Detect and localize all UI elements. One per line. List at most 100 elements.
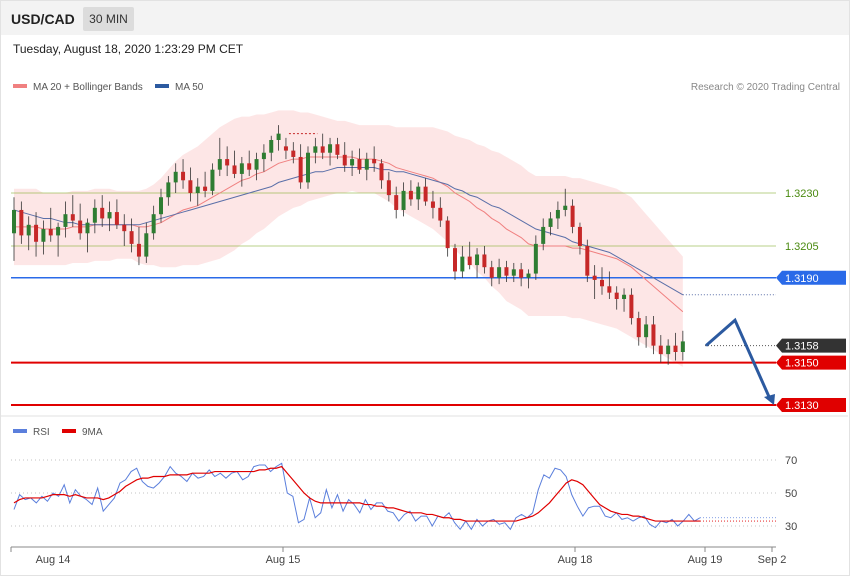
candle-bearish	[136, 243, 141, 257]
candle-bearish	[585, 246, 590, 276]
candle-bearish	[570, 205, 575, 227]
candle-bearish	[673, 345, 678, 352]
candle-bearish	[577, 226, 582, 246]
candle-bearish	[489, 267, 494, 278]
candle-bullish	[541, 226, 546, 244]
candle-bullish	[217, 159, 222, 170]
support-tag	[776, 355, 846, 370]
price-labels-layer: 1.3230 1.3205 1.3190 1.3158 1.3150 1.3130	[776, 188, 846, 412]
chart-header: USD/CAD 30 MIN	[1, 1, 849, 35]
research-credit: Research © 2020 Trading Central	[691, 82, 840, 93]
candle-bearish	[600, 279, 604, 287]
timeframe-button[interactable]: 30 MIN	[83, 7, 134, 31]
candles-layer	[12, 125, 685, 365]
candle-bullish	[475, 254, 480, 266]
candle-bullish	[41, 229, 46, 242]
candle-bullish	[261, 152, 266, 160]
candle-bearish	[34, 224, 39, 242]
candle-bearish	[320, 146, 325, 153]
candle-bullish	[313, 146, 318, 153]
candle-bullish	[173, 171, 178, 183]
candle-bullish	[306, 152, 310, 183]
candle-bearish	[291, 150, 296, 157]
pivot-tag	[776, 270, 846, 285]
last-price-tag	[776, 338, 846, 353]
candle-bullish	[254, 159, 259, 170]
candle-bullish	[350, 159, 355, 166]
candle-bullish	[151, 214, 156, 234]
legend-swatch-rsi	[13, 429, 27, 433]
candle-bearish	[232, 165, 237, 174]
candle-bullish	[63, 214, 68, 227]
candle-bullish	[239, 163, 244, 174]
candle-bullish	[26, 224, 31, 236]
candle-bullish	[276, 133, 281, 140]
candle-bearish	[203, 186, 208, 191]
candle-bearish	[19, 209, 24, 236]
candle-bullish	[555, 209, 560, 219]
candle-bearish	[386, 180, 391, 196]
candle-bullish	[159, 197, 163, 215]
candle-bearish	[78, 220, 83, 234]
candle-bearish	[70, 214, 75, 221]
candle-bullish	[12, 209, 16, 234]
candle-bullish	[680, 341, 685, 352]
candle-bullish	[92, 207, 97, 223]
time-axis: Aug 14 Aug 15 Aug 18 Aug 19 Sep 2	[10, 547, 786, 566]
bollinger-band-fill	[14, 110, 683, 367]
candle-bullish	[416, 186, 421, 200]
main-legend: MA 20 + Bollinger Bands MA 50	[13, 82, 204, 93]
candle-bullish	[269, 140, 274, 153]
candle-bullish	[107, 212, 112, 219]
candle-bullish	[644, 324, 649, 338]
candle-bearish	[379, 163, 384, 181]
legend-label-ma50: MA 50	[175, 82, 204, 93]
candle-bullish	[533, 243, 538, 274]
candle-bearish	[342, 154, 347, 166]
resistance-label: 1.3230	[785, 188, 819, 200]
time-axis-label: Aug 15	[266, 554, 301, 566]
candle-bullish	[622, 294, 627, 299]
time-axis-label: Aug 14	[36, 554, 71, 566]
candle-bullish	[526, 273, 531, 278]
candle-bullish	[144, 233, 149, 257]
candle-bearish	[423, 186, 428, 202]
forecast-arrow-head	[764, 394, 775, 405]
candle-bearish	[614, 292, 619, 299]
candle-bearish	[607, 286, 612, 293]
candle-bearish	[357, 159, 362, 170]
candle-bearish	[467, 256, 472, 266]
rsi-tick-label: 30	[785, 521, 797, 533]
candle-bullish	[511, 269, 516, 276]
candle-bearish	[408, 190, 413, 200]
candle-bearish	[100, 207, 105, 219]
candle-bearish	[636, 318, 641, 338]
candle-bearish	[188, 180, 193, 193]
candle-bullish	[666, 345, 671, 355]
legend-label-rsi: RSI	[33, 427, 50, 438]
candle-bearish	[519, 269, 524, 278]
candle-bearish	[298, 156, 303, 183]
candle-bullish	[85, 222, 90, 234]
forecast-arrow-layer	[705, 317, 775, 405]
candle-bearish	[114, 212, 119, 225]
candle-bullish	[401, 190, 406, 210]
support-tag	[776, 398, 846, 412]
pivot-label: 1.3190	[785, 273, 819, 285]
candle-bullish	[364, 159, 369, 170]
candle-bearish	[335, 144, 340, 155]
candle-bearish	[394, 195, 399, 210]
candle-bearish	[438, 207, 443, 221]
symbol-title: USD/CAD	[11, 11, 75, 27]
time-axis-label: Aug 19	[688, 554, 723, 566]
rsi-panel: 70 50 30	[11, 455, 797, 533]
candle-bullish	[497, 267, 502, 278]
candle-bearish	[592, 275, 597, 280]
bollinger-band-layer	[14, 110, 683, 367]
legend-swatch-ma50	[155, 84, 169, 88]
candle-bearish	[453, 248, 457, 272]
rsi-9ma-line	[13, 465, 700, 522]
time-axis-label: Aug 18	[558, 554, 593, 566]
candle-bullish	[195, 186, 200, 193]
